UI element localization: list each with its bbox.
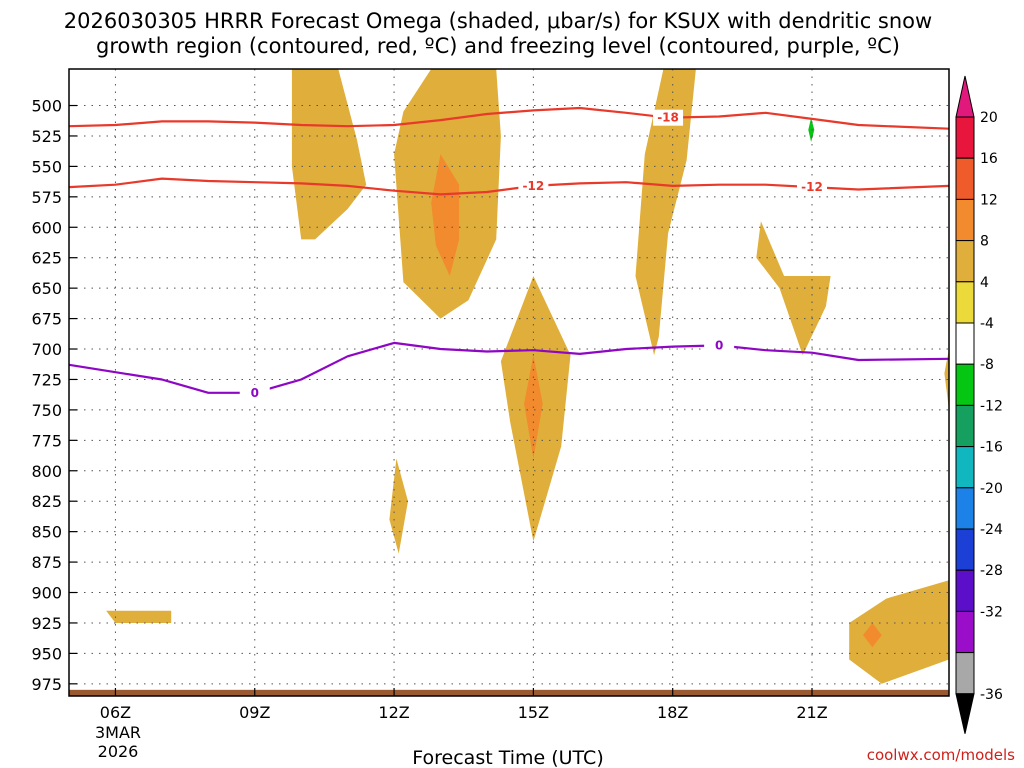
omega-region-2: [431, 154, 460, 276]
colorbar-swatch-9: [955, 487, 975, 530]
colorbar-swatch-8: [955, 446, 975, 489]
x-axis-date-month: 3MAR: [95, 723, 141, 742]
colorbar-swatch-13: [955, 652, 975, 695]
colorbar-top-arrow: [955, 75, 975, 118]
y-tick-label-700: 700: [31, 340, 62, 359]
colorbar-swatch-4: [955, 281, 975, 324]
contour-label-1-0: -12: [523, 179, 545, 193]
contour-label-bg-0-0: [653, 109, 684, 126]
colorbar-swatch-3: [955, 240, 975, 283]
colorbar-label-10: -24: [980, 522, 1003, 538]
omega-region-15: [802, 69, 831, 197]
y-tick-label-800: 800: [31, 462, 62, 481]
omega-region-6: [756, 221, 831, 356]
x-tick-label-15Z: 15Z: [518, 703, 549, 722]
colorbar-label-2: 12: [980, 192, 998, 208]
omega-region-7: [849, 580, 949, 684]
colorbar-label-4: 4: [980, 275, 989, 291]
chart-title-line-2: growth region (contoured, red, ºC) and f…: [96, 34, 900, 58]
colorbar-swatch-10: [955, 528, 975, 571]
y-tick-label-725: 725: [31, 370, 62, 389]
contour-line-2: [68, 341, 950, 394]
x-tick-label-06Z: 06Z: [100, 703, 131, 722]
colorbar-label-12: -32: [980, 604, 1003, 620]
contour-line-0: [68, 106, 950, 130]
y-tick-label-500: 500: [31, 97, 62, 116]
colorbar-bottom-arrow: [955, 693, 975, 734]
colorbar-swatch-7: [955, 404, 975, 448]
contour-label-1-1: -12: [801, 180, 823, 194]
x-axis-labels: 06Z 09Z 12Z 15Z 18Z 21Z: [100, 703, 828, 722]
y-tick-label-750: 750: [31, 401, 62, 420]
omega-region-8: [863, 623, 882, 648]
colorbar-swatch-0: [955, 116, 975, 159]
y-tick-label-775: 775: [31, 431, 62, 450]
contour-line-1: [68, 177, 950, 196]
terrain-band: [69, 689, 949, 696]
y-tick-label-675: 675: [31, 310, 62, 329]
colorbar-label-1: 16: [980, 151, 998, 167]
contour-lines: -18 -12 -12 0 0: [68, 106, 950, 401]
colorbar-label-7: -12: [980, 398, 1003, 414]
contour-label-bg-1-1: [797, 179, 828, 196]
colorbar-label-11: -28: [980, 563, 1003, 579]
omega-region-13: [426, 397, 450, 544]
omega-region-16: [808, 117, 815, 142]
y-tick-label-575: 575: [31, 188, 62, 207]
contour-label-0-0: -18: [657, 111, 679, 125]
colorbar: 20 16 12 8 4 -4 -8 -12 -16 -20 -24 -28 -32 -36: [955, 75, 1003, 734]
omega-region-5: [635, 69, 696, 356]
x-tick-label-09Z: 09Z: [239, 703, 270, 722]
credit-text: coolwx.com/models: [867, 746, 1015, 764]
colorbar-swatch-12: [955, 610, 975, 654]
colorbar-swatch-1: [955, 157, 975, 200]
y-tick-label-525: 525: [31, 127, 62, 146]
colorbar-label-9: -20: [980, 481, 1003, 497]
colorbar-label-3: 8: [980, 234, 989, 250]
contour-label-2-0: 0: [251, 386, 259, 400]
colorbar-label-13: -36: [980, 687, 1003, 703]
x-axis-title: Forecast Time (UTC): [412, 747, 603, 768]
y-tick-label-600: 600: [31, 218, 62, 237]
colorbar-swatch-11: [955, 569, 975, 612]
colorbar-swatch-5: [955, 322, 975, 365]
contour-label-bg-1-0: [518, 177, 549, 194]
contour-label-bg-2-0: [239, 384, 270, 401]
x-axis-date-year: 2026: [98, 742, 139, 761]
y-axis-labels: 500 525 550 575 600 625 650 675 700 725 750 775 800 8…: [31, 97, 62, 694]
omega-region-12: [143, 215, 186, 416]
y-tick-label-850: 850: [31, 523, 62, 542]
x-tick-label-12Z: 12Z: [378, 703, 409, 722]
y-tick-label-625: 625: [31, 249, 62, 268]
contour-label-2-1: 0: [715, 338, 723, 352]
colorbar-label-6: -8: [980, 357, 994, 373]
y-tick-label-900: 900: [31, 584, 62, 603]
colorbar-label-5: -4: [980, 316, 994, 332]
dotted-grid: [69, 69, 949, 696]
y-tick-label-925: 925: [31, 614, 62, 633]
terrain-fill: [69, 689, 949, 696]
y-tick-label-950: 950: [31, 644, 62, 663]
y-tick-label-550: 550: [31, 157, 62, 176]
y-tick-label-875: 875: [31, 553, 62, 572]
contour-label-bg-2-1: [704, 337, 735, 354]
x-tick-label-18Z: 18Z: [657, 703, 688, 722]
plot-frame: [68, 68, 950, 697]
y-tick-label-650: 650: [31, 279, 62, 298]
chart-title-line-1: 2026030305 HRRR Forecast Omega (shaded, …: [64, 9, 932, 33]
colorbar-label-0: 20: [980, 110, 998, 126]
colorbar-label-8: -16: [980, 440, 1003, 456]
colorbar-swatch-6: [955, 363, 975, 406]
x-tick-label-21Z: 21Z: [796, 703, 827, 722]
y-tick-label-975: 975: [31, 675, 62, 694]
y-tick-label-825: 825: [31, 492, 62, 511]
omega-region-14: [426, 556, 473, 636]
colorbar-swatch-2: [955, 198, 975, 242]
omega-region-10: [106, 610, 172, 623]
